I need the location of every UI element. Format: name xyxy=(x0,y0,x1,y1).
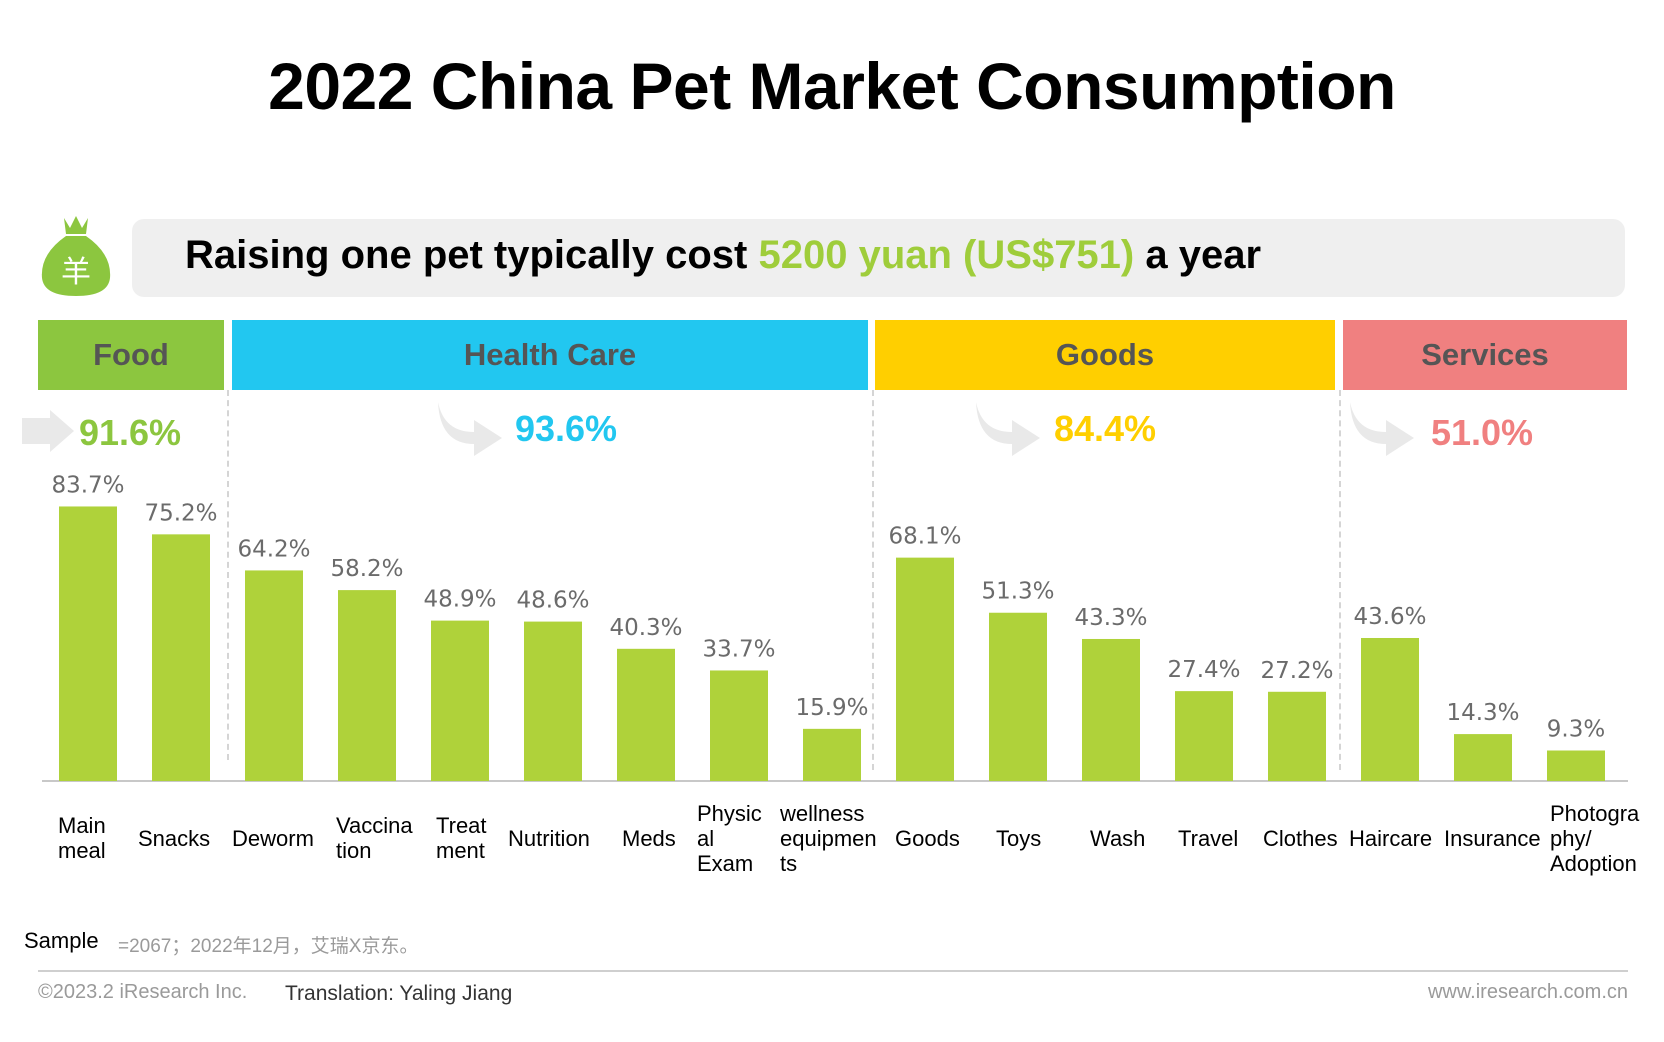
money-bag-icon: 羊 xyxy=(41,216,111,296)
arrow-icon xyxy=(438,402,502,456)
category-header-goods: Goods xyxy=(875,320,1335,390)
summary-banner: Raising one pet typically cost 5200 yuan… xyxy=(132,219,1625,297)
arrow-icon xyxy=(976,402,1040,456)
x-tick-label: Wash xyxy=(1090,825,1146,851)
bar-value-label: 27.4% xyxy=(1167,657,1240,683)
category-header-services: Services xyxy=(1343,320,1627,390)
arrow-icon xyxy=(1350,402,1414,456)
banner-text: Raising one pet typically cost 5200 yuan… xyxy=(185,233,1261,278)
bar xyxy=(803,728,861,781)
group-divider xyxy=(872,390,874,770)
bar xyxy=(524,621,582,781)
x-tick-label: Toys xyxy=(996,825,1042,851)
x-tick-label: wellness equipmen ts xyxy=(780,800,877,876)
x-tick-label: Photogra phy/ Adoption xyxy=(1550,800,1640,876)
bar-value-label: 43.6% xyxy=(1353,604,1426,630)
bar xyxy=(896,557,954,781)
category-total-services: 51.0% xyxy=(1430,412,1534,453)
chart-title: 2022 China Pet Market Consumption xyxy=(268,49,1396,123)
x-tick-label: Physic al Exam xyxy=(697,800,762,876)
x-tick-label: Treat ment xyxy=(436,813,487,863)
bar xyxy=(1268,691,1326,781)
x-tick-label: Meds xyxy=(622,825,676,851)
bar-value-label: 14.3% xyxy=(1446,700,1519,726)
footer-divider xyxy=(38,970,1628,972)
category-total-goods: 84.4% xyxy=(1053,408,1157,449)
bar xyxy=(1082,638,1140,781)
bar-value-label: 43.3% xyxy=(1074,605,1147,631)
banner-suffix: a year xyxy=(1134,233,1262,277)
x-tick-label: Deworm xyxy=(232,825,314,851)
bar-value-label: 40.3% xyxy=(609,615,682,641)
bar xyxy=(431,620,489,781)
copyright: ©2023.2 iResearch Inc. xyxy=(38,981,248,1003)
x-tick-label: Nutrition xyxy=(508,825,590,851)
arrow-icon xyxy=(22,410,74,452)
x-tick-label: Haircare xyxy=(1349,825,1433,851)
bar-value-label: 58.2% xyxy=(330,556,403,582)
yuan-glyph: 羊 xyxy=(61,255,91,290)
bar-value-label: 75.2% xyxy=(144,500,217,526)
bar-value-label: 48.6% xyxy=(516,588,589,614)
banner-prefix: Raising one pet typically cost xyxy=(185,233,759,277)
group-divider xyxy=(1339,390,1341,770)
banner-highlight: 5200 yuan (US$751) xyxy=(758,233,1135,277)
category-header-health-care: Health Care xyxy=(232,320,868,390)
x-tick-label: Travel xyxy=(1178,825,1239,851)
x-tick-label: Main meal xyxy=(58,813,106,863)
bar-value-label: 83.7% xyxy=(51,472,124,498)
category-total-food: 91.6% xyxy=(78,412,182,453)
x-tick-label: Snacks xyxy=(138,825,211,851)
bar-value-label: 64.2% xyxy=(237,536,310,562)
website-link[interactable]: www.iresearch.com.cn xyxy=(1427,981,1628,1003)
bar xyxy=(1547,750,1605,781)
bar xyxy=(1175,691,1233,781)
x-tick-label: Insurance xyxy=(1444,825,1541,851)
bar xyxy=(245,570,303,781)
group-divider xyxy=(227,390,229,760)
bar xyxy=(617,648,675,781)
category-header-food: Food xyxy=(38,320,224,390)
sample-label: Sample xyxy=(24,928,99,953)
bar xyxy=(1454,734,1512,781)
bar-value-label: 33.7% xyxy=(702,636,775,662)
bar xyxy=(59,506,117,781)
bar-value-label: 15.9% xyxy=(795,695,868,721)
bar xyxy=(152,534,210,781)
bar xyxy=(1361,637,1419,781)
x-tick-label: Goods xyxy=(895,825,960,851)
sample-note: =2067；2022年12月，艾瑞X京东。 xyxy=(118,936,419,957)
bar-value-label: 68.1% xyxy=(888,524,961,550)
x-tick-label: Clothes xyxy=(1263,825,1338,851)
bar-value-label: 48.9% xyxy=(423,587,496,613)
bar-value-label: 51.3% xyxy=(981,579,1054,605)
x-tick-label: Vaccina tion xyxy=(336,813,413,863)
bar xyxy=(989,612,1047,781)
category-total-health-care: 93.6% xyxy=(514,408,618,449)
bar-value-label: 9.3% xyxy=(1547,716,1605,742)
translation-credit: Translation: Yaling Jiang xyxy=(285,982,513,1005)
bar xyxy=(338,590,396,781)
bar xyxy=(710,670,768,781)
bar-value-label: 27.2% xyxy=(1260,658,1333,684)
